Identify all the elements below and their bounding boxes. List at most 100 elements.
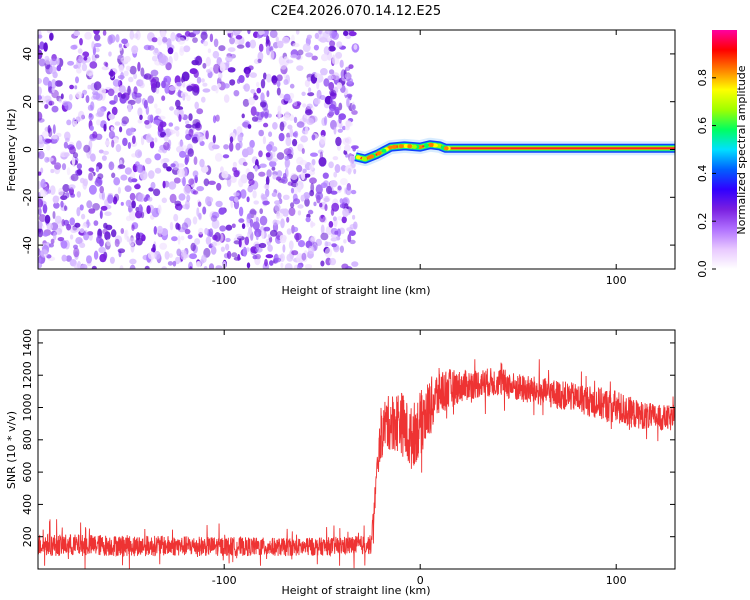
- snr-x-tick-label: 100: [606, 574, 627, 587]
- noise-blob: [138, 204, 143, 214]
- noise-blob: [220, 246, 225, 252]
- noise-blob: [67, 60, 75, 66]
- noise-blob: [91, 265, 97, 269]
- noise-blob: [118, 64, 124, 73]
- snr-y-tick-label: 1000: [21, 394, 34, 422]
- noise-blob: [46, 30, 52, 34]
- noise-blob: [262, 200, 270, 206]
- noise-blob: [139, 79, 144, 86]
- noise-blob: [38, 181, 42, 190]
- noise-blob: [140, 67, 145, 77]
- noise-blob: [242, 246, 247, 257]
- spectrogram-y-ticks: -40 -20 0 20 40: [21, 47, 675, 254]
- noise-blob: [192, 86, 200, 96]
- noise-blob: [109, 69, 114, 78]
- noise-blob: [272, 79, 277, 86]
- noise-blob: [349, 223, 357, 230]
- noise-blob: [338, 102, 343, 111]
- noise-blob: [231, 252, 238, 258]
- noise-blob: [201, 96, 206, 103]
- noise-blob: [86, 255, 92, 264]
- noise-blob: [231, 31, 235, 38]
- spectrogram-y-tick-label: 20: [21, 95, 34, 109]
- noise-blob: [107, 194, 114, 204]
- noise-blob: [309, 189, 315, 197]
- noise-blob: [124, 185, 132, 193]
- noise-blob: [247, 30, 251, 35]
- noise-blob: [178, 140, 184, 147]
- noise-blob: [131, 200, 136, 209]
- noise-blob: [157, 36, 163, 46]
- noise-blob: [308, 245, 315, 255]
- noise-blob: [133, 86, 138, 95]
- noise-blob: [113, 193, 120, 202]
- noise-blob: [260, 193, 265, 201]
- noise-blob: [282, 172, 287, 179]
- noise-blob: [269, 30, 278, 39]
- noise-blob: [333, 171, 338, 178]
- noise-blob: [177, 37, 186, 45]
- noise-blob: [203, 40, 209, 47]
- noise-blob: [235, 35, 243, 40]
- noise-blob: [76, 58, 82, 69]
- noise-blob: [342, 208, 349, 218]
- noise-blob: [261, 229, 265, 239]
- noise-blob: [120, 228, 125, 234]
- noise-blob: [176, 33, 183, 38]
- noise-blob: [335, 136, 342, 147]
- noise-blob: [143, 99, 148, 109]
- noise-blob: [135, 237, 143, 246]
- noise-blob: [153, 226, 157, 235]
- noise-blob: [186, 194, 191, 202]
- noise-blob: [185, 124, 192, 129]
- noise-blob: [111, 106, 118, 116]
- noise-blob: [189, 253, 197, 260]
- noise-blob: [267, 244, 273, 252]
- noise-blob: [232, 161, 237, 168]
- noise-blob: [76, 67, 82, 74]
- noise-blob: [176, 81, 182, 87]
- noise-blob: [241, 223, 246, 230]
- noise-blob: [268, 131, 273, 137]
- noise-blob: [246, 171, 255, 181]
- noise-blob: [314, 72, 321, 79]
- noise-blob: [247, 124, 252, 129]
- noise-blob: [225, 30, 233, 34]
- noise-blob: [246, 262, 251, 269]
- noise-blob: [189, 68, 198, 75]
- noise-blob: [114, 238, 120, 248]
- noise-blob: [338, 113, 347, 120]
- noise-blob: [97, 173, 104, 180]
- noise-blob: [263, 72, 267, 80]
- noise-blob: [258, 150, 263, 158]
- noise-blob: [205, 56, 211, 67]
- noise-blob: [208, 228, 214, 238]
- noise-blob: [38, 207, 42, 216]
- signal-blob: [428, 142, 434, 147]
- noise-blob: [91, 41, 95, 50]
- noise-blob: [41, 130, 49, 138]
- noise-blob: [192, 37, 198, 43]
- noise-blob: [233, 90, 240, 97]
- noise-blob: [279, 208, 287, 214]
- noise-blob: [316, 80, 320, 90]
- noise-blob: [241, 121, 249, 128]
- noise-blob: [272, 219, 278, 226]
- noise-blob: [96, 107, 105, 117]
- spectrogram-y-tick-label: -20: [21, 188, 34, 206]
- noise-blob: [292, 198, 301, 205]
- noise-blob: [319, 37, 327, 43]
- snr-x-tick-label: -100: [212, 574, 237, 587]
- noise-blob: [277, 40, 284, 49]
- noise-blob: [127, 142, 131, 149]
- noise-blob: [147, 251, 156, 260]
- noise-blob: [271, 192, 277, 198]
- noise-blob: [88, 184, 97, 195]
- noise-blob: [209, 33, 214, 43]
- noise-blob: [40, 178, 46, 189]
- noise-blob: [304, 126, 309, 135]
- snr-panel: -100 0 100 200 400 600 800 1000 1200 1400 Height…: [5, 329, 676, 597]
- noise-blob: [96, 235, 102, 244]
- noise-blob: [132, 135, 136, 144]
- noise-blob: [272, 174, 277, 180]
